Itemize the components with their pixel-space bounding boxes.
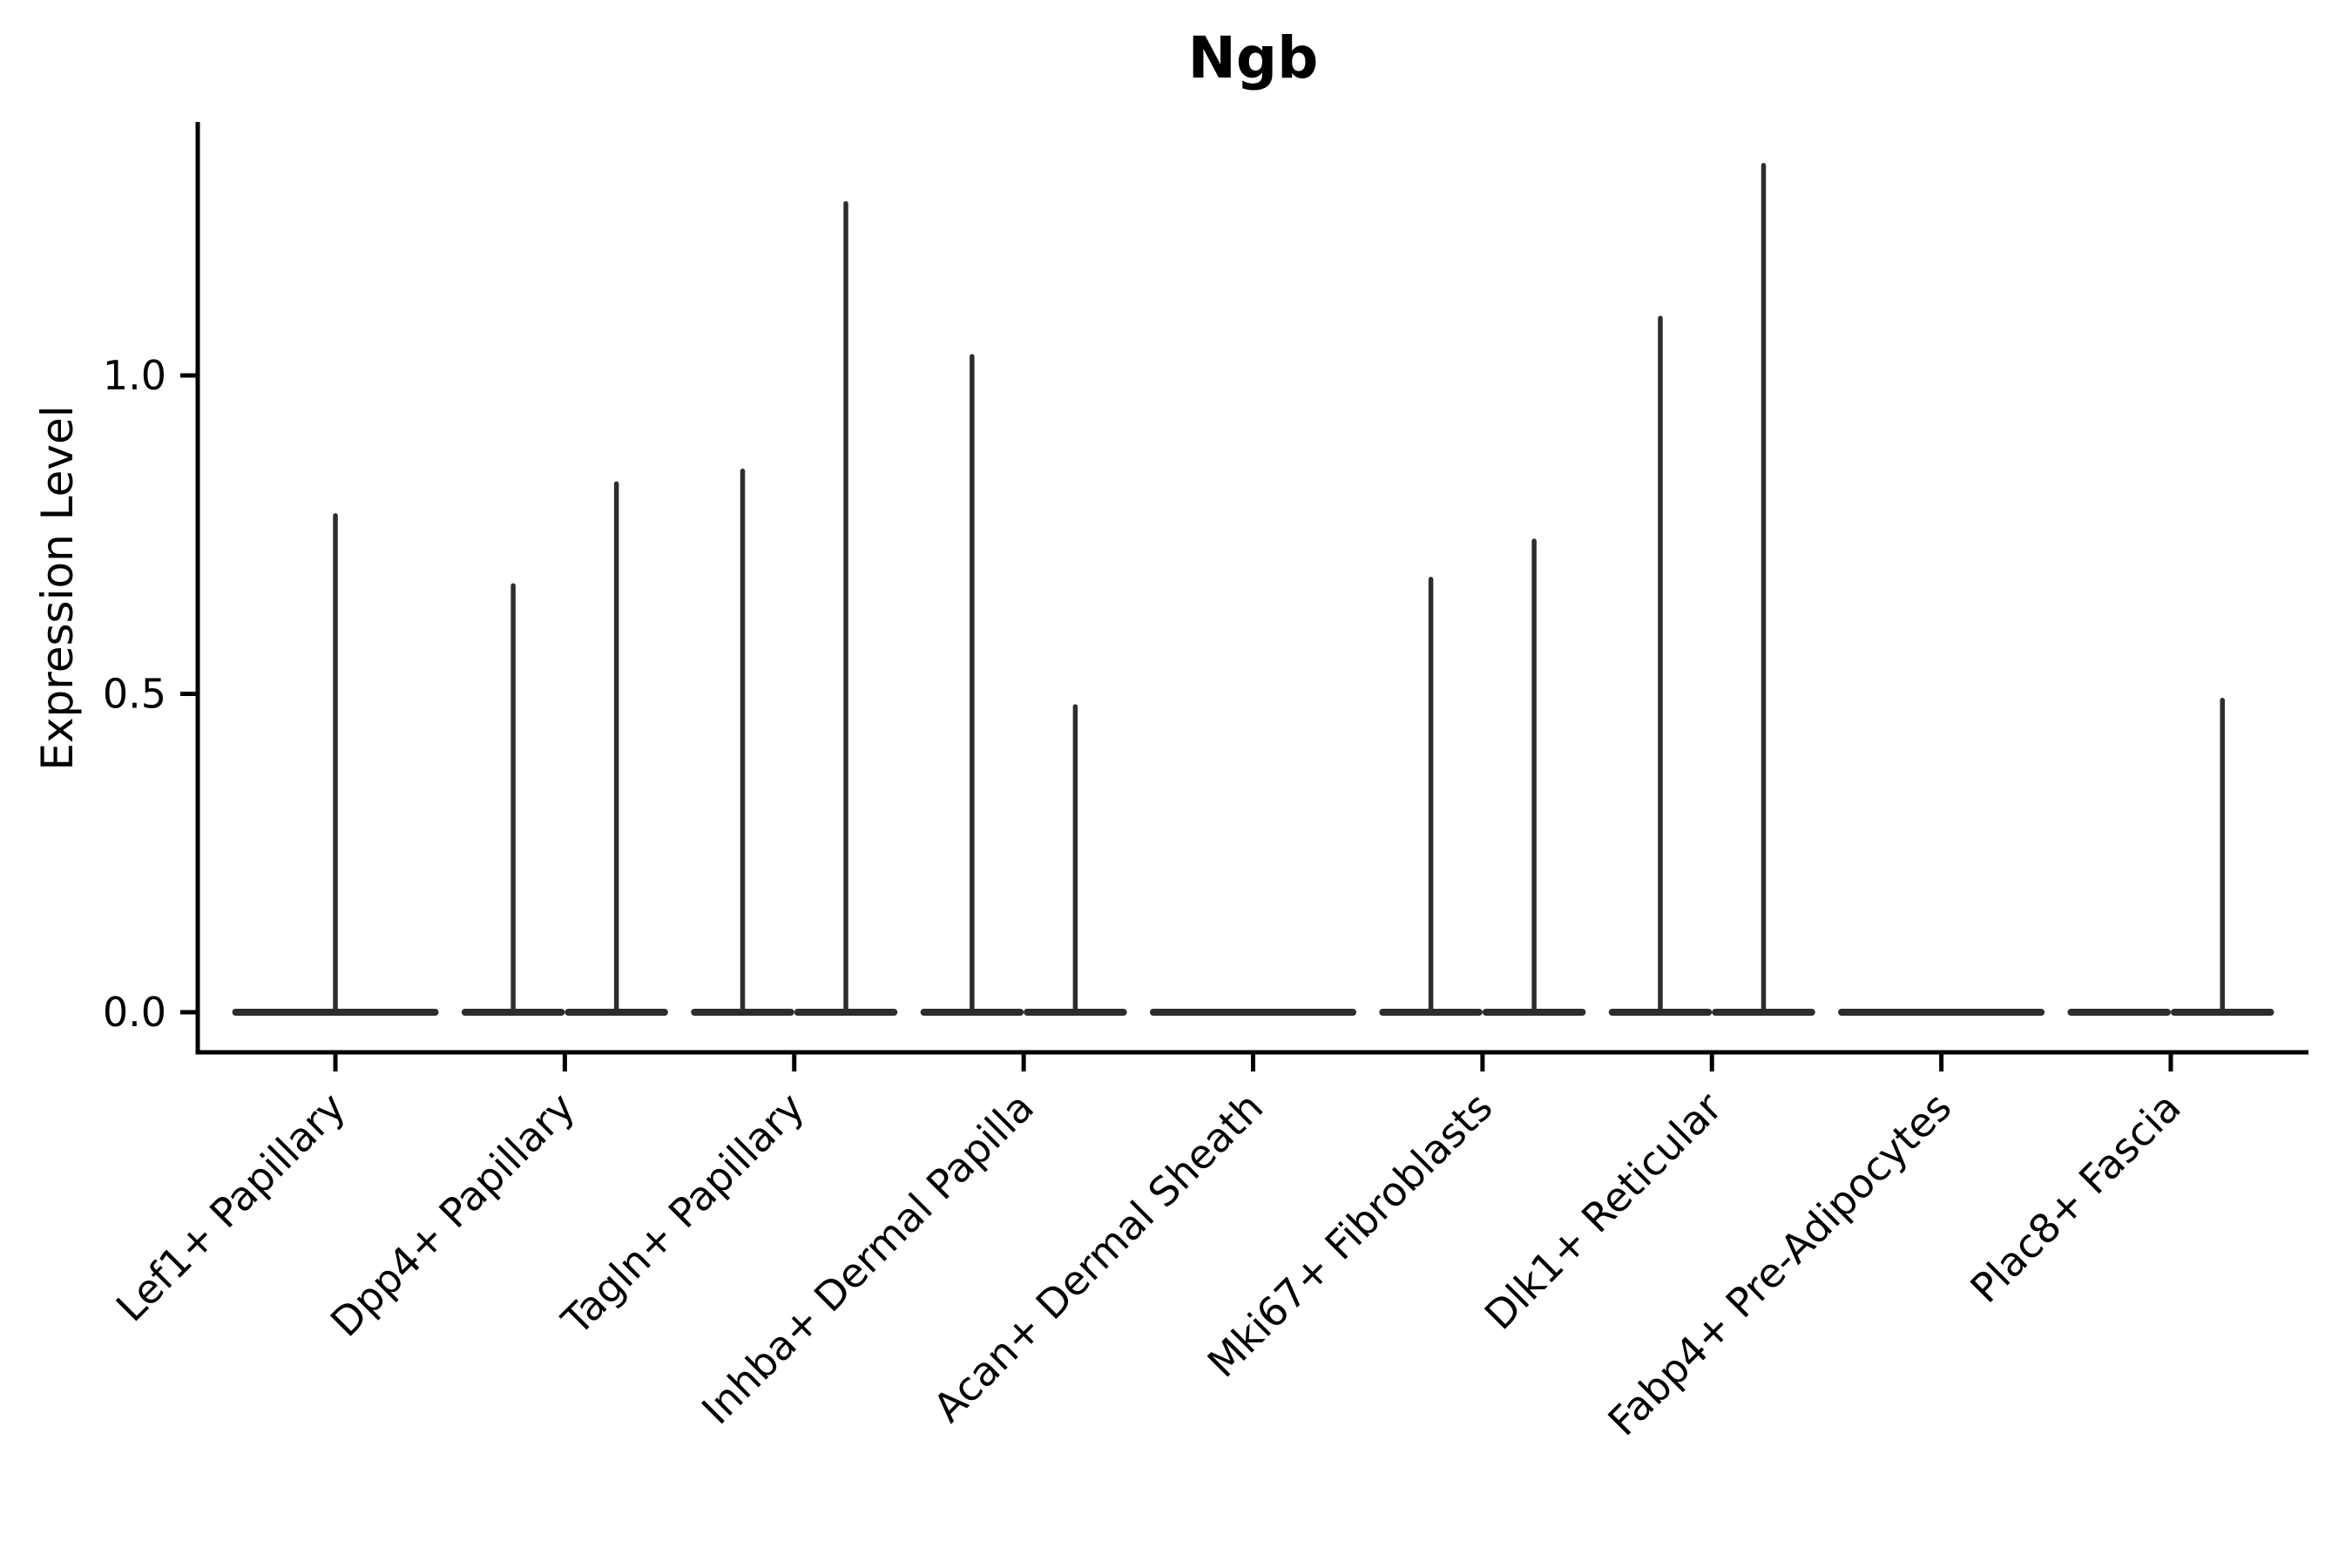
y-tick-label: 1.0: [103, 352, 166, 399]
violin-body: [2067, 1009, 2171, 1016]
x-tick-label: Dpp4+ Papillary: [321, 1084, 584, 1346]
y-tick-label: 0.5: [103, 671, 166, 718]
x-tick-label: Tagln+ Papillary: [552, 1084, 814, 1345]
x-tick-label: Plac8+ Fascia: [1961, 1084, 2189, 1312]
y-tick-label: 0.0: [103, 989, 166, 1036]
x-tick-label: Dlk1+ Reticular: [1476, 1084, 1731, 1339]
violin-body: [1149, 1009, 1357, 1016]
plot-title: Ngb: [1187, 24, 1319, 91]
x-tick-label: Lef1+ Papillary: [107, 1084, 355, 1331]
violin-body: [1838, 1009, 2045, 1016]
